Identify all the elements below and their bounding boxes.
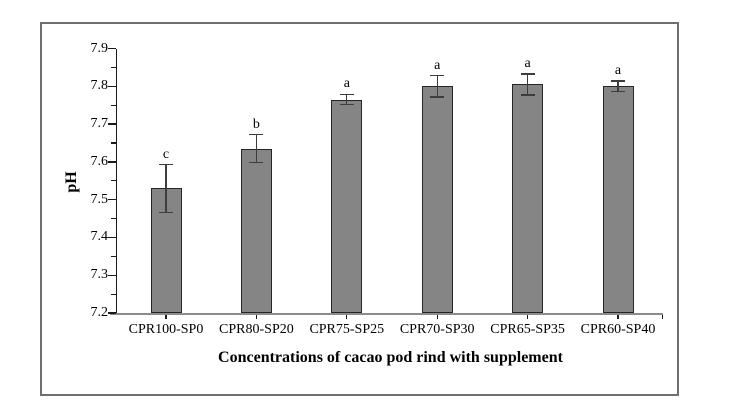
x-axis-end-tick bbox=[661, 314, 663, 319]
error-bar-line bbox=[165, 164, 167, 213]
significance-letter: a bbox=[343, 76, 350, 92]
error-bar-cap-top bbox=[249, 134, 264, 136]
significance-letter: a bbox=[524, 55, 531, 71]
x-tick-label: CPR60-SP40 bbox=[580, 322, 656, 337]
y-major-tick bbox=[108, 236, 116, 239]
y-tick-label: 7.2 bbox=[90, 305, 109, 320]
y-minor-tick bbox=[111, 180, 116, 182]
y-axis-title: pH bbox=[63, 171, 80, 193]
y-major-tick bbox=[108, 312, 116, 314]
error-bar-line bbox=[617, 80, 619, 92]
bar bbox=[240, 148, 272, 313]
y-tick-label: 7.4 bbox=[90, 229, 109, 245]
y-major-tick bbox=[108, 47, 116, 50]
y-minor-tick bbox=[111, 104, 116, 106]
error-bar-line bbox=[526, 73, 529, 95]
x-tick bbox=[165, 314, 167, 319]
error-bar-cap-bottom bbox=[249, 162, 264, 164]
significance-letter: a bbox=[614, 62, 622, 78]
error-bar-line bbox=[436, 75, 438, 97]
significance-letter: c bbox=[162, 146, 170, 162]
error-bar-line bbox=[255, 134, 258, 163]
error-bar-cap-bottom bbox=[520, 94, 535, 96]
error-bar-cap-top bbox=[159, 163, 173, 166]
y-major-tick bbox=[108, 199, 116, 201]
significance-letter: a bbox=[434, 57, 441, 73]
x-tick bbox=[527, 314, 529, 319]
x-axis-line bbox=[110, 312, 663, 315]
y-tick-label: 7.6 bbox=[90, 153, 109, 169]
y-tick-label: 7.7 bbox=[90, 116, 109, 132]
y-major-tick bbox=[108, 85, 116, 87]
x-tick bbox=[436, 314, 438, 319]
error-bar-cap-top bbox=[520, 73, 535, 75]
x-tick bbox=[346, 314, 348, 319]
x-axis-title: Concentrations of cacao pod rind with su… bbox=[218, 349, 563, 366]
bar bbox=[421, 86, 453, 313]
x-tick-label: CPR65-SP35 bbox=[490, 322, 565, 337]
error-bar-cap-top bbox=[339, 93, 354, 95]
error-bar-line bbox=[346, 94, 348, 105]
error-bar-cap-bottom bbox=[430, 96, 445, 98]
y-tick-label: 7.8 bbox=[90, 78, 109, 94]
y-tick-label: 7.9 bbox=[90, 40, 109, 56]
y-minor-tick bbox=[111, 142, 116, 144]
y-minor-tick bbox=[111, 293, 116, 295]
bar bbox=[512, 84, 544, 313]
y-minor-tick bbox=[111, 66, 116, 68]
y-minor-tick bbox=[111, 217, 116, 220]
bar bbox=[602, 86, 634, 313]
error-bar-cap-bottom bbox=[159, 211, 173, 213]
y-major-tick bbox=[108, 161, 116, 163]
y-major-tick bbox=[108, 123, 116, 125]
x-tick bbox=[617, 314, 619, 319]
significance-letter: b bbox=[252, 116, 260, 132]
error-bar-cap-bottom bbox=[339, 104, 354, 106]
y-axis-line bbox=[115, 48, 117, 314]
x-tick-label: CPR75-SP25 bbox=[309, 322, 385, 337]
error-bar-cap-bottom bbox=[611, 90, 625, 93]
x-tick-label: CPR70-SP30 bbox=[399, 322, 475, 337]
bar bbox=[331, 99, 363, 313]
y-major-tick bbox=[108, 274, 116, 276]
error-bar-cap-top bbox=[611, 80, 625, 82]
y-tick-label: 7.5 bbox=[90, 191, 109, 207]
error-bar-cap-top bbox=[430, 75, 445, 77]
x-tick bbox=[255, 314, 258, 319]
x-tick-label: CPR100-SP0 bbox=[128, 322, 204, 337]
y-tick-label: 7.3 bbox=[90, 267, 109, 283]
y-minor-tick bbox=[111, 255, 116, 257]
x-tick-label: CPR80-SP20 bbox=[219, 322, 294, 337]
